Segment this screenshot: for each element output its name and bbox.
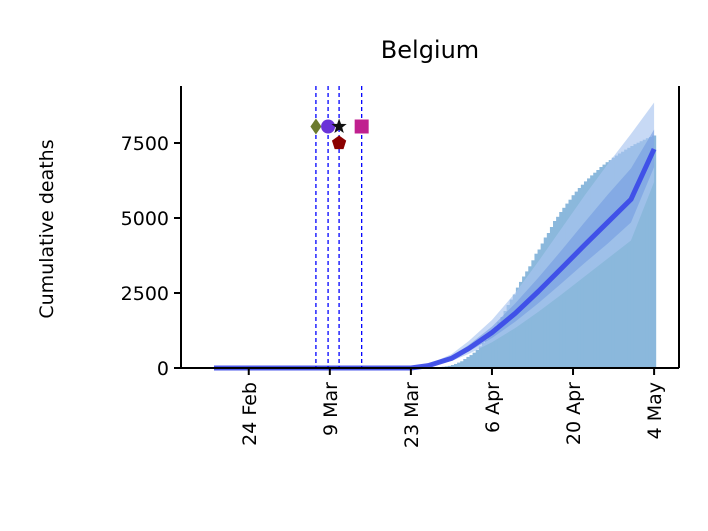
bar xyxy=(525,271,530,368)
bar xyxy=(500,317,505,368)
y-axis-label: Cumulative deaths xyxy=(36,139,58,318)
bar xyxy=(469,355,474,368)
y-tick-label: 5000 xyxy=(121,208,169,230)
y-ticks: 0 2500 5000 7500 xyxy=(121,133,181,380)
x-tick-label: 23 Mar xyxy=(401,382,423,448)
bar xyxy=(463,359,468,368)
y-tick-label: 2500 xyxy=(121,283,169,305)
bands-layer xyxy=(214,102,657,371)
bar xyxy=(636,142,641,368)
bar xyxy=(512,294,517,368)
y-tick-label: 0 xyxy=(157,358,169,380)
bar xyxy=(472,352,477,368)
bar xyxy=(593,172,598,368)
bar xyxy=(587,178,592,368)
bar xyxy=(596,170,601,368)
bar xyxy=(491,331,496,368)
bar xyxy=(478,346,483,368)
bar xyxy=(599,167,604,368)
bar xyxy=(509,299,514,368)
bar xyxy=(630,146,635,368)
bar xyxy=(503,311,508,368)
x-ticks: 24 Feb 9 Mar 23 Mar 6 Apr 20 Apr 4 May xyxy=(239,368,666,448)
bar xyxy=(608,160,613,368)
bar xyxy=(460,361,465,368)
x-tick-label: 24 Feb xyxy=(239,382,261,446)
bar xyxy=(624,149,629,368)
bar xyxy=(633,144,638,368)
bar xyxy=(506,305,511,368)
inner-uncertainty-band xyxy=(214,129,655,368)
intervention-markers xyxy=(310,118,369,150)
bar xyxy=(497,322,502,368)
bar xyxy=(484,339,490,368)
bar xyxy=(590,175,595,368)
bar xyxy=(605,162,610,368)
y-tick-label: 7500 xyxy=(121,133,169,155)
bar xyxy=(457,362,462,368)
intervention-lines xyxy=(315,86,363,368)
bar xyxy=(642,139,647,368)
bar xyxy=(627,147,632,368)
intervention-marker-circle xyxy=(321,119,336,134)
bar xyxy=(488,336,493,368)
intervention-marker-square xyxy=(354,119,369,134)
bar xyxy=(645,138,650,368)
bar xyxy=(621,151,626,368)
bar xyxy=(652,135,657,368)
outer-uncertainty-band xyxy=(214,102,655,368)
bar xyxy=(454,363,459,368)
bar xyxy=(481,342,487,368)
bar xyxy=(518,281,524,368)
bar xyxy=(522,276,527,368)
x-tick-label: 9 Mar xyxy=(320,382,342,436)
bar xyxy=(602,164,607,368)
intervention-marker-pentagon xyxy=(331,135,347,150)
bar xyxy=(611,157,616,368)
intervention-marker-star xyxy=(331,118,347,133)
model-mean-line xyxy=(214,147,657,371)
bar xyxy=(639,141,644,368)
bar xyxy=(617,153,623,368)
bar xyxy=(450,365,456,368)
bar xyxy=(614,155,620,368)
x-tick-label: 20 Apr xyxy=(563,382,585,445)
x-tick-label: 4 May xyxy=(644,382,666,439)
bar xyxy=(494,326,499,368)
bar xyxy=(648,137,654,368)
bar xyxy=(466,356,471,368)
bar xyxy=(515,287,521,368)
x-tick-label: 6 Apr xyxy=(482,382,504,433)
chart-title: Belgium xyxy=(381,36,479,64)
bar xyxy=(475,349,480,368)
bar xyxy=(447,365,452,368)
intervention-marker-diamond xyxy=(310,118,322,135)
